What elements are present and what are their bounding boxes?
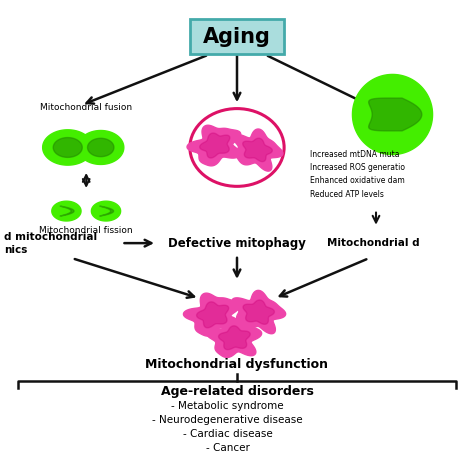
Text: Aging: Aging — [203, 27, 271, 47]
FancyBboxPatch shape — [190, 19, 284, 55]
Text: - Neurodegenerative disease: - Neurodegenerative disease — [152, 415, 303, 425]
Text: Reduced ATP levels: Reduced ATP levels — [310, 190, 384, 199]
Polygon shape — [243, 138, 272, 162]
Text: Defective mitophagy: Defective mitophagy — [168, 237, 306, 250]
Text: Mitochondrial d: Mitochondrial d — [327, 238, 419, 248]
Text: Mitochondrial dysfunction: Mitochondrial dysfunction — [146, 358, 328, 371]
Ellipse shape — [190, 109, 284, 186]
Text: - Cardiac disease: - Cardiac disease — [182, 429, 273, 439]
Polygon shape — [219, 326, 250, 350]
Polygon shape — [200, 133, 230, 158]
Polygon shape — [197, 302, 228, 328]
Polygon shape — [353, 74, 433, 155]
Text: d mitochondrial: d mitochondrial — [4, 232, 97, 242]
Polygon shape — [52, 201, 81, 221]
Text: nics: nics — [4, 245, 27, 255]
Text: Mitochondrial fission: Mitochondrial fission — [39, 226, 133, 235]
Polygon shape — [183, 293, 240, 336]
Polygon shape — [206, 317, 262, 357]
Polygon shape — [43, 130, 93, 165]
Polygon shape — [369, 98, 422, 131]
Polygon shape — [232, 291, 286, 334]
Polygon shape — [60, 206, 74, 216]
Text: Enhanced oxidative dam: Enhanced oxidative dam — [310, 176, 405, 185]
Polygon shape — [243, 300, 274, 324]
Text: Increased ROS generatio: Increased ROS generatio — [310, 163, 405, 172]
Text: Increased mtDNA muta: Increased mtDNA muta — [310, 150, 400, 159]
Polygon shape — [233, 129, 283, 171]
Polygon shape — [187, 125, 241, 166]
Text: - Cancer: - Cancer — [206, 443, 249, 453]
Polygon shape — [78, 130, 124, 164]
Text: Mitochondrial fusion: Mitochondrial fusion — [40, 103, 132, 112]
Text: Age-related disorders: Age-related disorders — [161, 385, 313, 398]
Polygon shape — [91, 201, 120, 221]
Polygon shape — [100, 206, 114, 216]
Text: - Metabolic syndrome: - Metabolic syndrome — [171, 401, 284, 410]
Polygon shape — [88, 138, 114, 156]
Polygon shape — [53, 137, 82, 157]
